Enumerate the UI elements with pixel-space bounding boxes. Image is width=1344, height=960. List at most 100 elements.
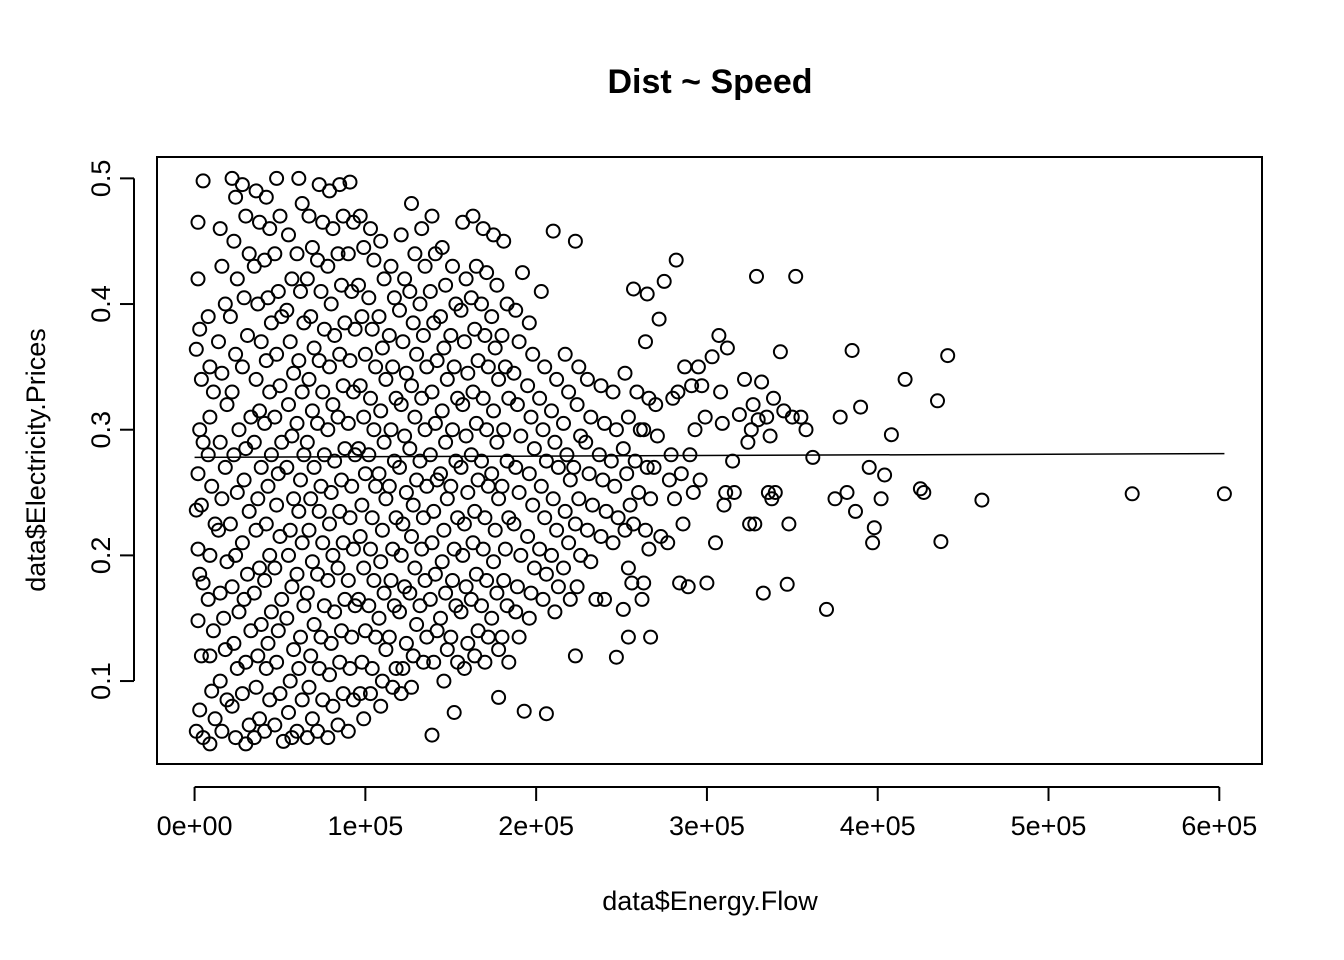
data-point (357, 466, 373, 482)
data-point (545, 223, 561, 239)
data-point (422, 591, 438, 607)
data-point (373, 698, 389, 714)
data-point (427, 415, 443, 431)
data-point (429, 353, 445, 369)
data-point (263, 447, 279, 463)
data-point (754, 374, 770, 390)
data-point (832, 409, 848, 425)
data-point (636, 422, 652, 438)
x-tick-label: 3e+05 (669, 811, 745, 841)
data-point (711, 328, 727, 343)
data-point (291, 503, 307, 519)
data-point (301, 371, 317, 387)
data-point (477, 328, 493, 343)
data-point (363, 541, 378, 557)
data-point (718, 485, 734, 500)
data-point (228, 547, 244, 563)
data-point (279, 302, 295, 318)
data-point (304, 554, 320, 570)
x-tick-label: 1e+05 (327, 811, 403, 841)
data-point (385, 359, 401, 375)
data-point (484, 610, 500, 626)
regression-line (194, 452, 1225, 459)
x-tick-label: 5e+05 (1011, 811, 1087, 841)
data-point (607, 478, 623, 494)
data-point (533, 284, 549, 299)
y-axis: 0.1 0.2 0.3 0.4 0.5 (86, 160, 135, 700)
data-point (726, 485, 742, 500)
data-point (496, 233, 512, 249)
data-point (373, 233, 389, 249)
data-point (434, 403, 450, 419)
data-point (303, 309, 319, 325)
data-point (192, 321, 208, 337)
data-point (363, 686, 378, 702)
data-point (371, 309, 387, 325)
data-point (364, 661, 380, 676)
data-point (793, 409, 809, 425)
data-point (188, 502, 204, 518)
data-point (648, 397, 664, 413)
data-point (340, 415, 356, 431)
data-point (398, 365, 414, 381)
data-point (497, 541, 513, 557)
data-point (253, 459, 269, 475)
data-point (660, 535, 676, 551)
data-point (405, 497, 421, 513)
data-point (205, 623, 221, 639)
data-point (224, 698, 240, 714)
data-point (383, 573, 399, 588)
data-point (238, 654, 254, 670)
data-point (827, 491, 843, 507)
data-point (455, 397, 471, 413)
data-point (344, 629, 360, 645)
data-point (354, 309, 370, 325)
data-point (509, 397, 525, 413)
data-point (636, 575, 652, 591)
data-point (393, 227, 409, 243)
data-point (513, 428, 529, 444)
data-point (436, 340, 452, 356)
data-point (258, 516, 274, 532)
data-point (424, 384, 440, 400)
data-point (289, 415, 305, 431)
data-point (252, 403, 267, 419)
data-point (270, 284, 286, 299)
data-point (361, 447, 377, 463)
data-point (496, 573, 512, 588)
data-point (301, 522, 317, 538)
data-point (340, 573, 356, 588)
data-point (725, 453, 741, 469)
data-point (445, 422, 460, 438)
data-point (750, 412, 766, 428)
data-point (246, 434, 262, 450)
data-point (634, 591, 650, 607)
data-point (737, 371, 752, 387)
data-point (405, 315, 421, 331)
x-axis-label: data$Energy.Flow (602, 886, 818, 916)
data-point (409, 346, 425, 362)
data-point (356, 560, 372, 576)
data-point (323, 485, 339, 500)
data-point (286, 642, 302, 658)
data-point (325, 397, 341, 413)
data-point (378, 491, 394, 507)
data-point (378, 642, 394, 658)
data-point (204, 478, 220, 494)
data-point (699, 575, 715, 591)
data-point (480, 478, 496, 494)
data-point (376, 271, 392, 287)
data-point (453, 459, 469, 475)
data-point (202, 547, 218, 563)
data-point (489, 277, 505, 293)
data-point (222, 309, 238, 325)
data-point (279, 459, 295, 475)
data-point (392, 459, 407, 475)
data-point (593, 378, 609, 394)
data-point (342, 510, 358, 526)
data-point (532, 541, 548, 557)
data-point (352, 378, 368, 394)
data-point (200, 447, 216, 463)
data-point (204, 683, 220, 699)
